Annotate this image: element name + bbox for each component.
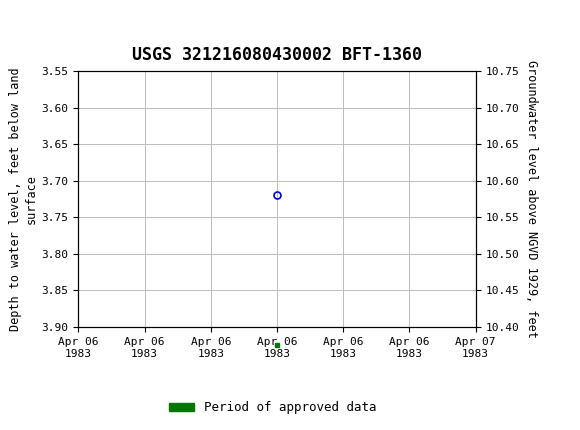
Title: USGS 321216080430002 BFT-1360: USGS 321216080430002 BFT-1360 (132, 46, 422, 64)
Text: ≡USGS: ≡USGS (9, 10, 63, 28)
Y-axis label: Depth to water level, feet below land
surface: Depth to water level, feet below land su… (9, 67, 38, 331)
Legend: Period of approved data: Period of approved data (164, 396, 382, 419)
Y-axis label: Groundwater level above NGVD 1929, feet: Groundwater level above NGVD 1929, feet (525, 60, 538, 338)
